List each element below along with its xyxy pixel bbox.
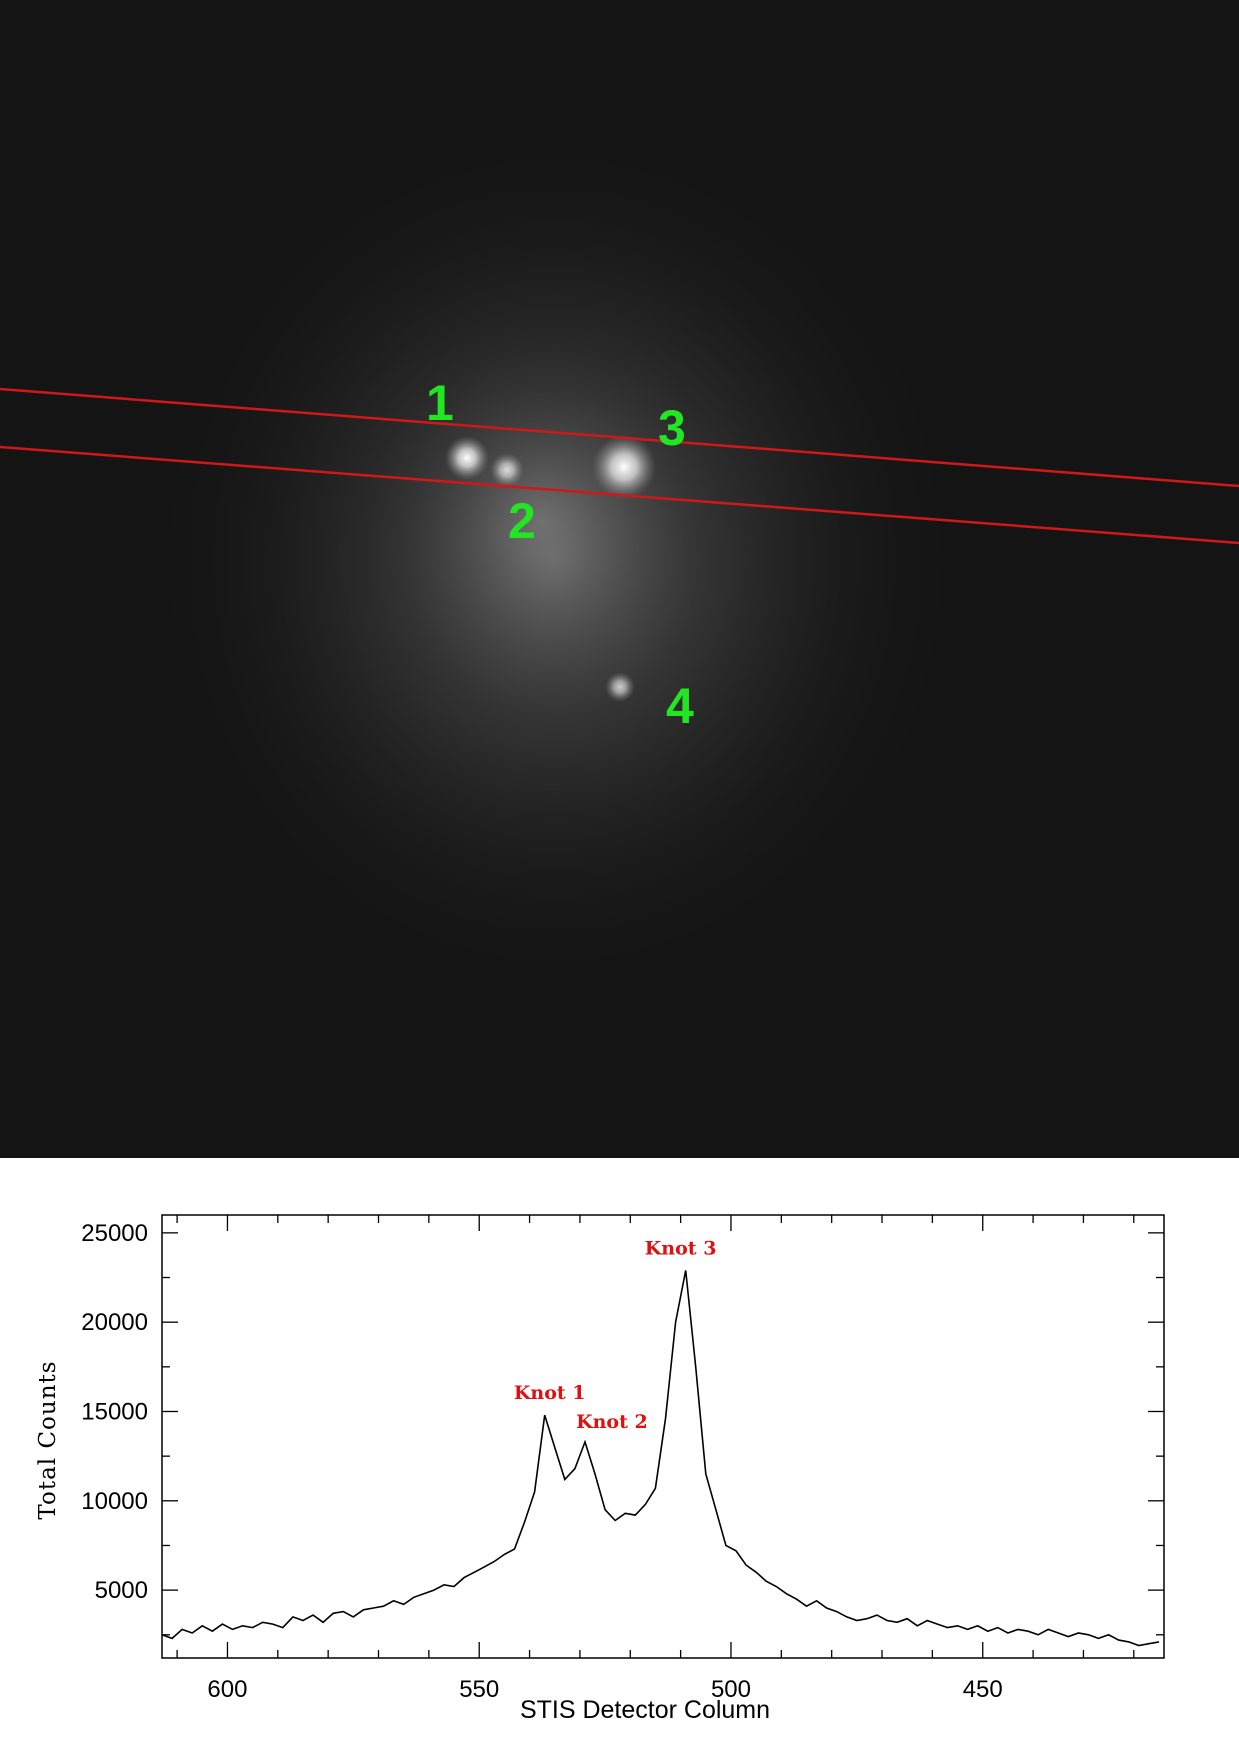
total-counts-series-line: [161, 1270, 1160, 1647]
galaxy-core-glow: [340, 300, 740, 740]
point-source-4: [605, 672, 635, 702]
annotation-knot-2: Knot 2: [576, 1411, 648, 1433]
y-tick-label: 20000: [81, 1309, 148, 1336]
spectrum-plot-panel: 600 550 500 450 5000 10000 15000 20000 25000 Kno…: [0, 1158, 1239, 1763]
y-tick-label: 15000: [81, 1398, 148, 1425]
x-tick-label: 600: [207, 1676, 247, 1703]
y-tick-label: 10000: [81, 1488, 148, 1515]
x-tick-label: 550: [459, 1676, 499, 1703]
x-tick-label: 450: [963, 1676, 1003, 1703]
plot-frame: [161, 1214, 1165, 1659]
astronomical-image-panel: 1 2 3 4: [0, 0, 1239, 1158]
point-source-3: [592, 435, 656, 499]
point-source-1: [445, 436, 489, 480]
spectrum-line-chart: 600 550 500 450 5000 10000 15000 20000 25000 Kno…: [35, 1214, 1165, 1724]
knot-label-4: 4: [666, 678, 694, 734]
knot-label-1: 1: [426, 375, 454, 431]
point-source-2: [490, 453, 524, 487]
x-axis-title: STIS Detector Column: [520, 1696, 770, 1724]
slit-lower-edge: [0, 445, 1239, 545]
axis-ticks: 600 550 500 450 5000 10000 15000 20000 25000: [81, 1215, 1164, 1703]
y-tick-label: 5000: [95, 1577, 148, 1604]
astronomical-image: 1 2 3 4: [0, 90, 1239, 1030]
y-tick-label: 25000: [81, 1220, 148, 1247]
knot-label-2: 2: [508, 493, 536, 549]
x-tick-label: 500: [711, 1676, 751, 1703]
annotation-knot-1: Knot 1: [514, 1382, 586, 1404]
peak-annotations: Knot 1 Knot 2 Knot 3: [514, 1237, 717, 1432]
knot-label-3: 3: [658, 400, 686, 456]
annotation-knot-3: Knot 3: [645, 1237, 717, 1259]
slit-upper-edge: [0, 387, 1239, 488]
y-axis-title: Total Counts: [35, 1360, 61, 1519]
